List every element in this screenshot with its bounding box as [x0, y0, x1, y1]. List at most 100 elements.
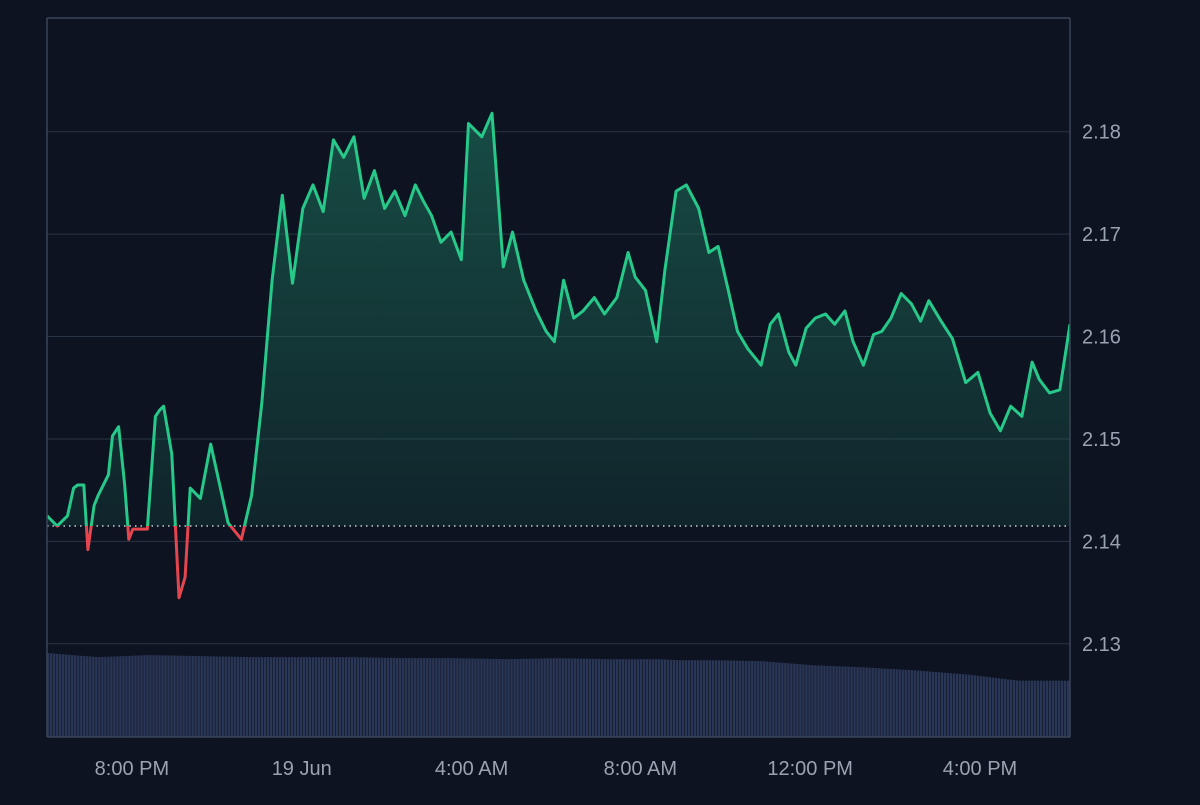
volume-bar — [633, 659, 637, 737]
volume-bar — [317, 657, 321, 737]
volume-bar — [359, 657, 363, 737]
volume-bar — [1021, 680, 1025, 737]
volume-bar — [281, 657, 285, 737]
volume-bar — [89, 656, 92, 737]
volume-bar — [495, 658, 498, 737]
volume-bar — [441, 658, 444, 737]
volume-bar — [570, 658, 573, 737]
volume-bar — [510, 659, 513, 737]
volume-bar — [660, 659, 664, 737]
volume-bar — [489, 658, 492, 737]
volume-bar — [1033, 680, 1037, 737]
volume-bar — [299, 657, 303, 737]
volume-bar — [790, 663, 793, 737]
volume-bar — [1030, 680, 1034, 737]
volume-bar — [149, 655, 152, 737]
volume-bar — [365, 657, 369, 737]
volume-bar — [248, 657, 251, 737]
volume-bar — [988, 677, 992, 737]
volume-bar — [56, 653, 59, 737]
volume-bar — [257, 657, 261, 737]
volume-bar — [1066, 680, 1070, 737]
volume-bar — [579, 658, 582, 737]
volume-bar — [516, 658, 519, 737]
volume-bar — [826, 665, 829, 737]
volume-bar — [179, 655, 182, 737]
volume-bar — [772, 662, 775, 737]
volume-bar — [477, 658, 480, 737]
y-axis: 2.13 2.14 2.15 2.16 2.17 2.18 — [1082, 122, 1121, 656]
area-fill-above — [47, 113, 1070, 527]
volume-bar — [338, 657, 342, 737]
volume-bar — [311, 657, 315, 737]
volume-bar — [185, 655, 188, 737]
y-tick-label: 2.16 — [1082, 327, 1121, 349]
volume-bar — [636, 659, 640, 737]
volume-bar — [726, 660, 730, 737]
volume-bar — [859, 667, 862, 737]
volume-bar — [390, 657, 393, 737]
volume-bar — [221, 656, 224, 737]
volume-bar — [459, 658, 462, 737]
volume-bar — [558, 658, 561, 737]
y-tick-label: 2.15 — [1082, 429, 1121, 451]
volume-bar — [778, 662, 781, 737]
volume-bar — [937, 672, 941, 737]
volume-bar — [492, 658, 495, 737]
volume-bar — [341, 657, 345, 737]
volume-bar — [1027, 680, 1031, 737]
volume-bar — [284, 657, 288, 737]
volume-bar — [672, 659, 676, 737]
volume-bar — [868, 667, 871, 737]
volume-bar — [227, 656, 230, 737]
volume-bar — [714, 660, 718, 737]
volume-bar — [922, 671, 925, 737]
volume-bar — [471, 658, 474, 737]
volume-bar — [167, 655, 170, 737]
volume-bar — [720, 660, 724, 737]
volume-bar — [814, 665, 817, 737]
volume-bar — [411, 658, 414, 737]
volume-bar — [104, 656, 107, 737]
volume-bar — [239, 656, 242, 737]
volume-bar — [742, 660, 745, 737]
volume-bar — [648, 659, 652, 737]
volume-bar — [690, 660, 694, 737]
volume-bar — [964, 674, 968, 737]
volume-bar — [368, 657, 372, 737]
volume-bar — [766, 661, 769, 737]
volume-bar — [287, 657, 291, 737]
volume-bar — [423, 658, 426, 737]
volume-bar — [92, 656, 95, 737]
volume-bar — [546, 658, 549, 737]
volume-bar — [883, 668, 886, 737]
volume-bar — [717, 660, 721, 737]
volume-bar — [699, 660, 703, 737]
volume-bar — [627, 659, 631, 737]
volume-bar — [591, 658, 595, 737]
volume-bar — [675, 659, 679, 737]
volume-bar — [994, 677, 998, 737]
volume-bar — [155, 655, 158, 737]
volume-bar — [173, 655, 176, 737]
volume-bar — [696, 660, 700, 737]
volume-bar — [597, 658, 601, 737]
volume-bar — [663, 659, 667, 737]
volume-bar — [176, 655, 179, 737]
volume-bar — [116, 656, 119, 737]
volume-bar — [537, 658, 540, 737]
volume-bar — [164, 655, 167, 737]
volume-bar — [137, 655, 140, 737]
volume-bar — [251, 657, 255, 737]
volume-bar — [131, 655, 134, 737]
volume-bar — [507, 659, 510, 737]
volume-bar — [702, 660, 706, 737]
volume-bar — [68, 654, 71, 737]
volume-bar — [429, 658, 432, 737]
volume-bar — [362, 657, 366, 737]
volume-bar — [534, 658, 537, 737]
volume-bar — [266, 657, 270, 737]
volume-bar — [913, 670, 916, 737]
